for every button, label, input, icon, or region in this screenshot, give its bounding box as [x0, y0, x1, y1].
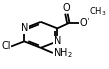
Text: O: O [80, 18, 88, 28]
Text: O: O [63, 3, 70, 13]
Text: CH$_3$: CH$_3$ [89, 5, 107, 18]
Text: N: N [54, 36, 61, 46]
Text: N: N [20, 23, 28, 33]
Text: NH$_2$: NH$_2$ [53, 46, 73, 60]
Text: Cl: Cl [1, 41, 11, 51]
